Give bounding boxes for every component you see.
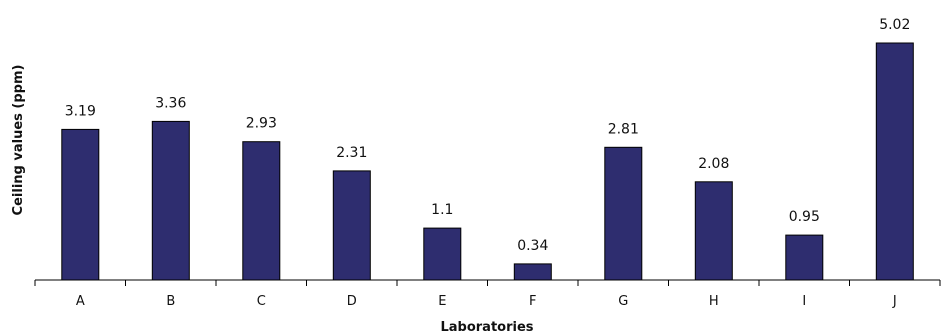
x-tick-label-d: D: [347, 294, 357, 309]
value-label-j: 5.02: [879, 17, 910, 33]
value-label-c: 2.93: [246, 116, 277, 132]
x-tick-label-g: G: [618, 294, 628, 309]
value-labels-group: 3.19 3.36 2.93 2.31 1.1 0.34 2.81 2.08 0.95 5.02: [65, 17, 911, 254]
value-label-g: 2.81: [608, 121, 639, 137]
x-axis-title: Laboratories: [440, 320, 533, 335]
y-axis-title: Ceiling values (ppm): [11, 65, 26, 216]
value-label-b: 3.36: [155, 95, 186, 111]
x-tick-label-c: C: [257, 294, 266, 309]
bar-g: [605, 147, 642, 280]
value-label-a: 3.19: [65, 103, 96, 119]
bar-e: [424, 228, 461, 280]
bars-group: [62, 43, 914, 280]
x-axis-tick-labels: A B C D E F G H I J: [76, 294, 897, 309]
bar-c: [243, 142, 280, 280]
value-label-i: 0.95: [789, 209, 820, 225]
value-label-f: 0.34: [517, 238, 548, 254]
x-tick-label-a: A: [76, 294, 85, 309]
bar-h: [695, 182, 732, 280]
x-tick-label-i: I: [802, 294, 806, 309]
bar-f: [514, 264, 551, 280]
value-label-e: 1.1: [431, 202, 453, 218]
bar-i: [786, 235, 823, 280]
bar-j: [876, 43, 913, 280]
bar-b: [152, 121, 189, 280]
bar-a: [62, 129, 99, 280]
x-tick-label-f: F: [529, 294, 536, 309]
value-label-h: 2.08: [698, 156, 729, 172]
value-label-d: 2.31: [336, 145, 367, 161]
x-tick-label-b: B: [166, 294, 175, 309]
x-tick-label-e: E: [438, 294, 446, 309]
x-tick-label-h: H: [709, 294, 719, 309]
x-tick-label-j: J: [892, 294, 897, 309]
x-axis-ticks: [35, 280, 940, 286]
bar-d: [333, 171, 370, 280]
